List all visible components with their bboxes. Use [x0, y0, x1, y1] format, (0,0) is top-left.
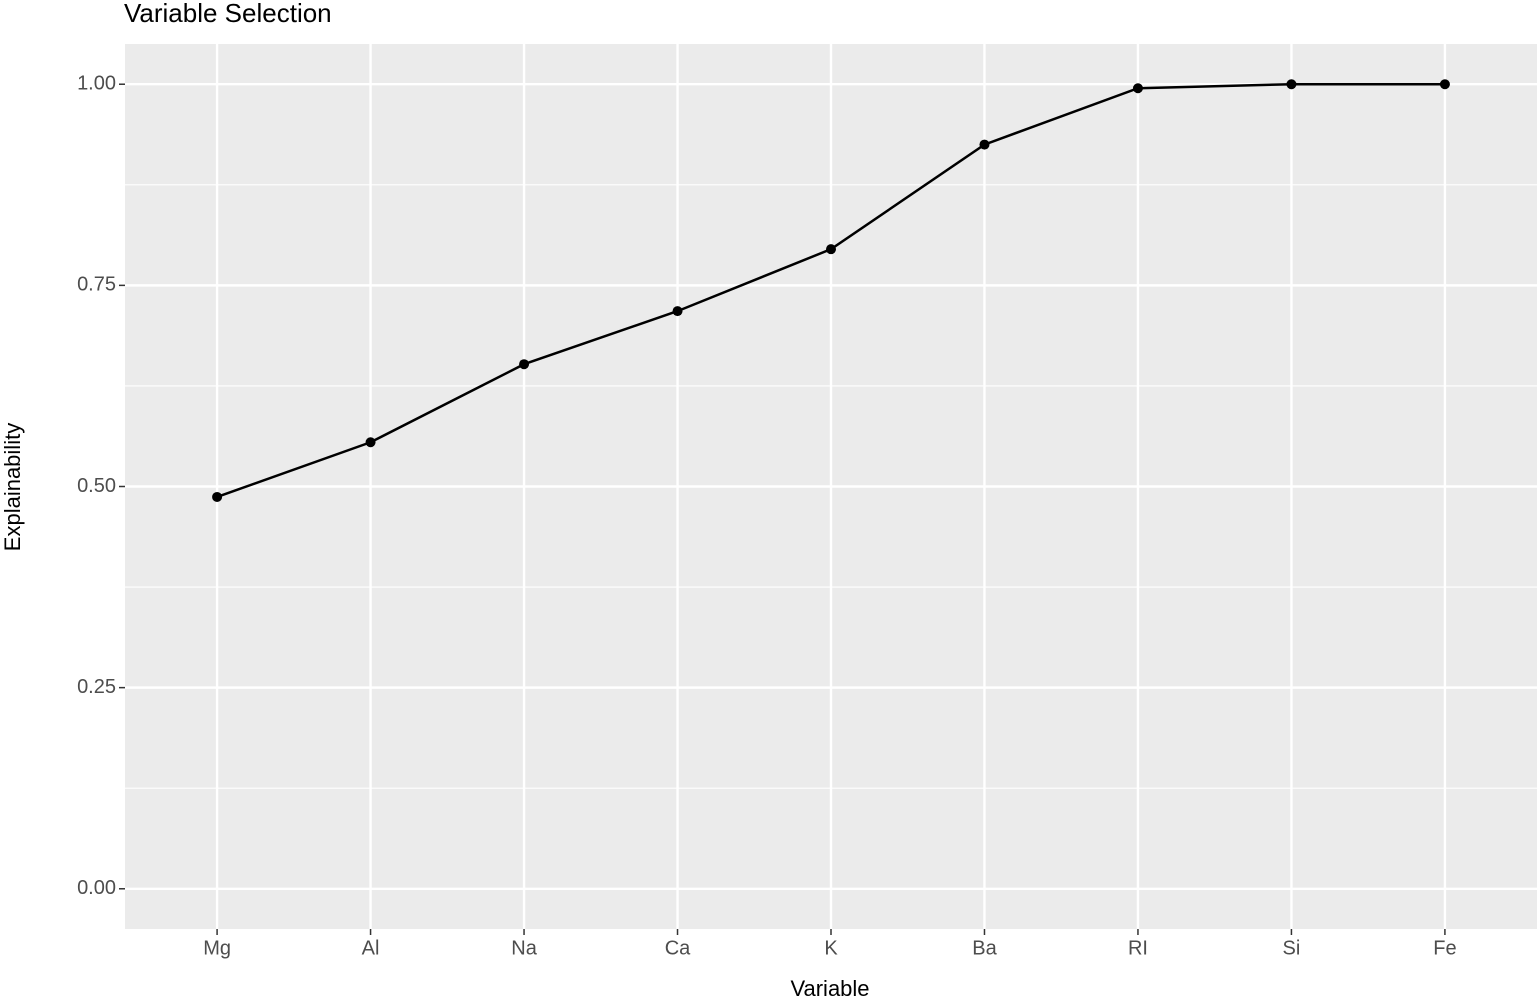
x-tick-label: Ba	[972, 937, 997, 959]
x-tick-label: Ca	[665, 937, 691, 959]
point	[519, 359, 530, 370]
y-tick-label: 0.00	[77, 877, 116, 899]
point	[212, 491, 223, 502]
x-tick-label: RI	[1128, 937, 1148, 959]
x-tick-label: K	[824, 937, 838, 959]
point	[672, 306, 683, 317]
x-tick-label: Mg	[203, 937, 231, 959]
x-tick-label: Si	[1283, 937, 1301, 959]
x-tick-label: Fe	[1433, 937, 1456, 959]
point	[365, 437, 376, 448]
y-axis-title: Explainability	[0, 423, 25, 551]
y-tick-label: 0.50	[77, 475, 116, 497]
point	[979, 139, 990, 150]
point	[1132, 83, 1143, 94]
y-tick-label: 0.25	[77, 676, 116, 698]
x-tick-label: Al	[362, 937, 380, 959]
y-tick-label: 0.75	[77, 274, 116, 296]
x-axis-title: Variable	[790, 976, 869, 1001]
x-tick-label: Na	[511, 937, 537, 959]
point	[1439, 79, 1450, 90]
point	[826, 244, 836, 255]
point	[1286, 79, 1297, 90]
chart-title: Variable Selection	[124, 0, 332, 28]
y-tick-label: 1.00	[77, 73, 116, 95]
